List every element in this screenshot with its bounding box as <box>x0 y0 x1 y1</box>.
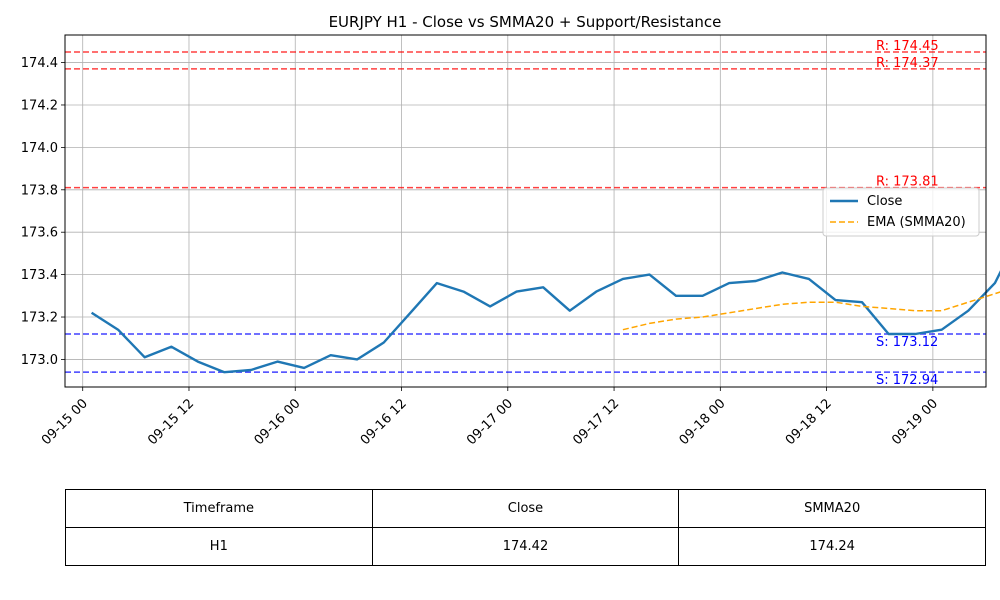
smma20-series-line <box>622 291 1000 331</box>
table-header-row: Timeframe Close SMMA20 <box>65 489 986 528</box>
table-row: H1 174.42 174.24 <box>65 527 986 566</box>
table-header-timeframe: Timeframe <box>65 489 373 528</box>
support-level-label: S: 172.94 <box>876 373 938 388</box>
x-tick-label: 09-18 00 <box>677 396 729 448</box>
x-tick-label: 09-17 00 <box>464 396 516 448</box>
table-header-smma20: SMMA20 <box>678 489 986 528</box>
y-tick-label: 174.4 <box>21 56 58 71</box>
x-tick-label: 09-18 12 <box>783 396 835 448</box>
x-tick-label: 09-16 12 <box>358 396 410 448</box>
close-series-line <box>90 270 1000 374</box>
y-tick-label: 174.2 <box>21 98 58 113</box>
chart-title: EURJPY H1 - Close vs SMMA20 + Support/Re… <box>329 13 722 31</box>
support-level-label: S: 173.12 <box>876 335 938 350</box>
chart: 09-15 00 09-15 12 09-16 00 09-16 12 09-17 00… <box>21 13 1000 448</box>
table-cell-timeframe: H1 <box>65 527 373 566</box>
plot-frame <box>64 34 987 388</box>
x-tick-label: 09-15 12 <box>145 396 197 448</box>
y-tick-label: 173.0 <box>21 353 58 368</box>
x-tick-label: 09-15 00 <box>39 396 91 448</box>
table-cell-close: 174.42 <box>371 527 680 566</box>
x-tick-label: 09-19 00 <box>889 396 941 448</box>
x-tick-label: 09-17 12 <box>570 396 622 448</box>
table-cell-smma20: 174.24 <box>678 527 986 566</box>
x-tick-label: 09-16 00 <box>252 396 304 448</box>
legend-smma-label: EMA (SMMA20) <box>867 215 966 230</box>
legend: Close EMA (SMMA20) <box>822 187 980 237</box>
table-header-close: Close <box>371 489 680 528</box>
resistance-level-label: R: 174.45 <box>876 39 939 54</box>
y-tick-label: 173.2 <box>21 311 58 326</box>
summary-table: Timeframe Close SMMA20 H1 174.42 174.24 <box>65 489 986 566</box>
y-tick-label: 173.4 <box>21 268 58 283</box>
resistance-level-label: R: 173.81 <box>876 175 939 190</box>
y-tick-label: 173.8 <box>21 183 58 198</box>
legend-close-label: Close <box>867 194 902 209</box>
y-tick-label: 173.6 <box>21 226 58 241</box>
legend-box <box>822 187 980 237</box>
resistance-level-label: R: 174.37 <box>876 56 939 71</box>
y-tick-label: 174.0 <box>21 141 58 156</box>
